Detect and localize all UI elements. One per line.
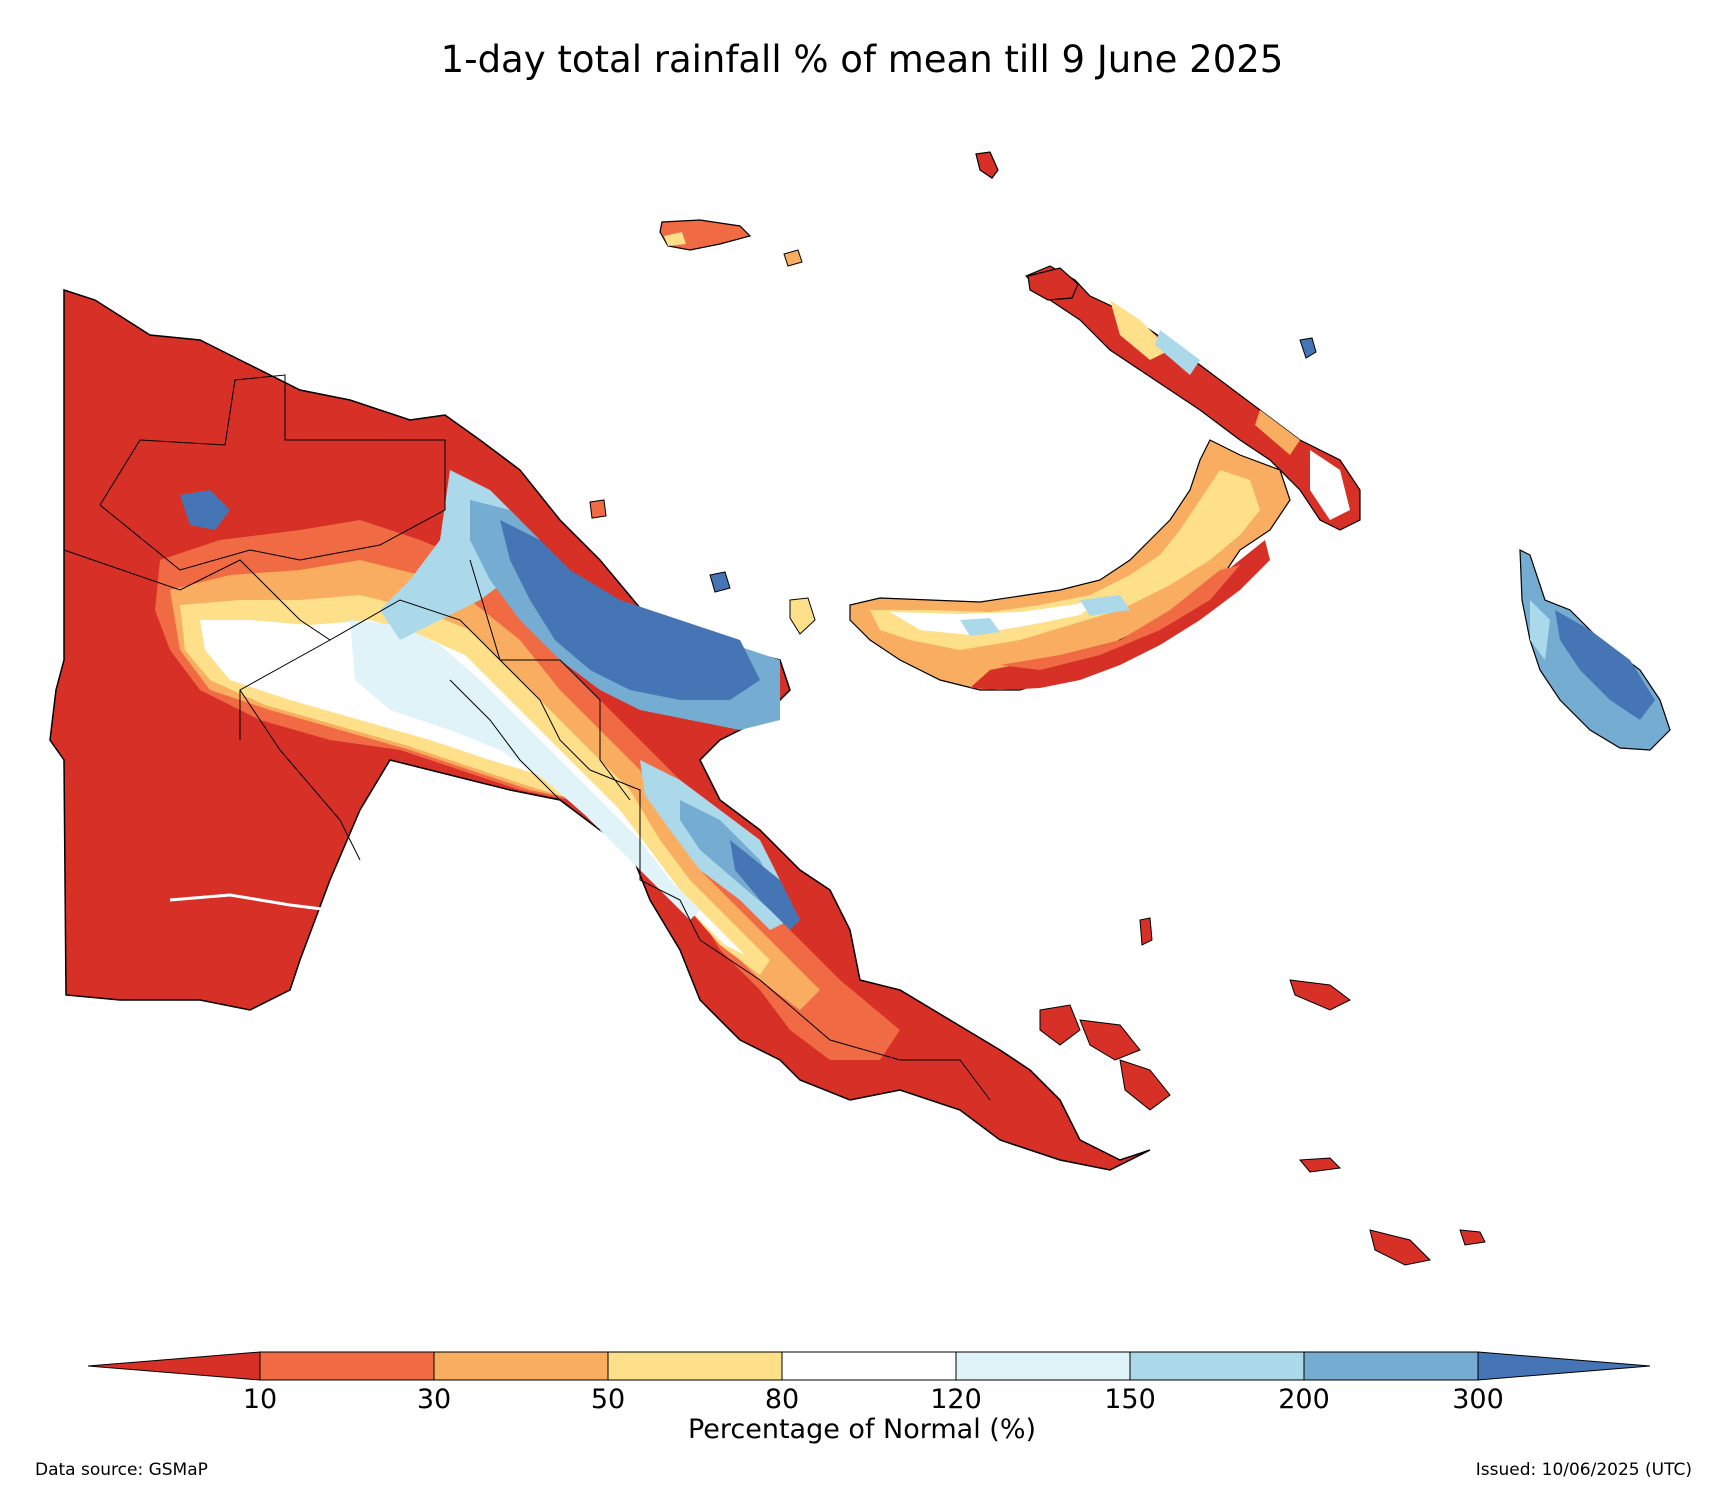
rossel-island <box>1459 1229 1486 1246</box>
colorbar-120-150 <box>955 1351 1131 1381</box>
colorbar-30-50 <box>433 1351 609 1381</box>
map-title: 1-day total rainfall % of mean till 9 Ju… <box>440 38 1284 81</box>
zone-80-120 <box>200 620 745 955</box>
data-source: Data source: GSMaP <box>35 1460 208 1480</box>
dentrecasteaux-island-2 <box>1079 1019 1141 1061</box>
colorbar-tick: 300 <box>1452 1384 1504 1415</box>
dentrecasteaux-island-3 <box>1119 1059 1171 1111</box>
colorbar-tick: 200 <box>1278 1384 1330 1415</box>
province-boundaries <box>63 374 991 1101</box>
misima-island <box>1298 1157 1342 1173</box>
fly-river-delta <box>169 893 361 922</box>
colorbar <box>87 1351 1651 1381</box>
issued-date: Issued: 10/06/2025 (UTC) <box>1475 1460 1692 1480</box>
colorbar-tick: 150 <box>1104 1384 1156 1415</box>
goodenough-northeast <box>1139 917 1153 946</box>
colorbar-label: Percentage of Normal (%) <box>687 1414 1037 1445</box>
colorbar-150-200 <box>1129 1351 1305 1381</box>
colorbar-above-300 <box>1477 1351 1651 1381</box>
colorbar-50-80 <box>607 1351 783 1381</box>
colorbar-tick: 50 <box>590 1384 626 1415</box>
colorbar-tick: 120 <box>930 1384 982 1415</box>
colorbar-80-120 <box>781 1351 957 1381</box>
colorbar-below-10 <box>87 1351 261 1381</box>
woodlark-island <box>1289 979 1351 1011</box>
colorbar-200-300 <box>1303 1351 1479 1381</box>
colorbar-10-30 <box>259 1351 435 1381</box>
zone-120-150 <box>350 620 700 920</box>
colorbar-tick: 30 <box>416 1384 452 1415</box>
mussau-island <box>975 151 999 179</box>
colorbar-tick: 80 <box>764 1384 800 1415</box>
colorbar-tick: 10 <box>242 1384 278 1415</box>
tagula-island <box>1369 1229 1432 1266</box>
dentrecasteaux-island-1 <box>1039 1004 1081 1046</box>
small-island-blue <box>1299 337 1317 359</box>
